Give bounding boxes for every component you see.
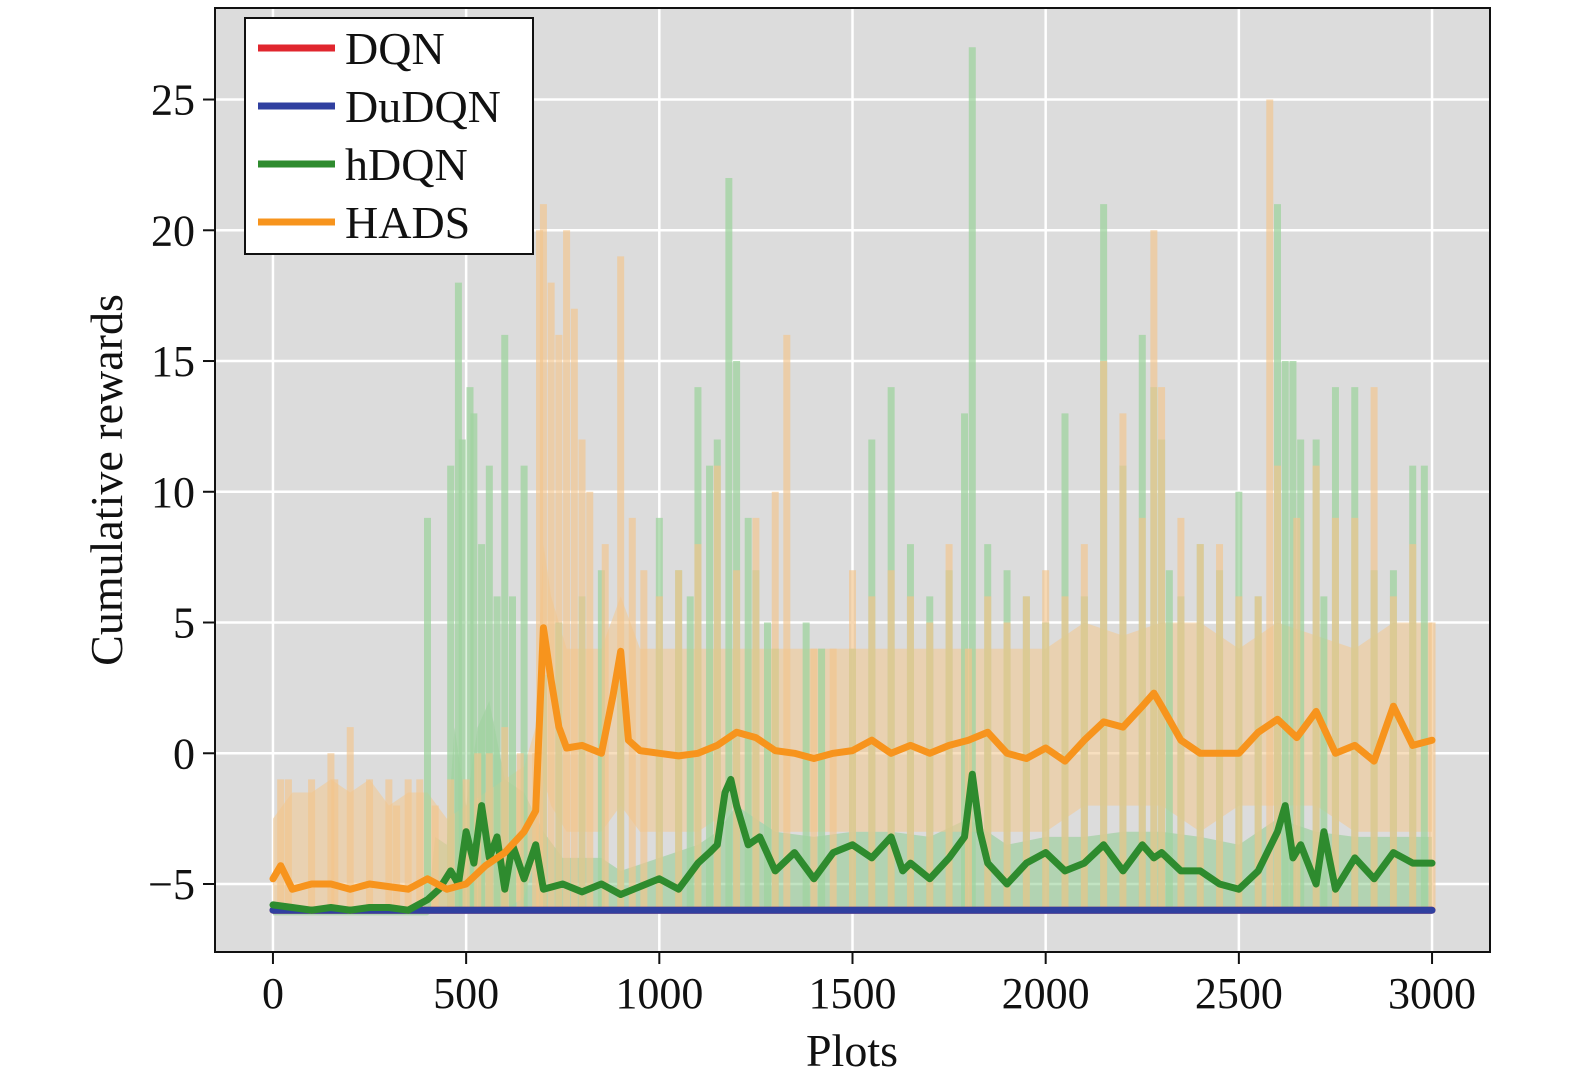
x-tick-label: 500 [433,969,499,1018]
y-tick-label: −5 [148,860,195,909]
y-tick-label: 15 [151,337,195,386]
x-tick-label: 1000 [615,969,703,1018]
line-layer [269,624,1436,914]
x-axis-title: Plots [806,1025,898,1076]
tick-layer: 0 500 1000 1500 2000 2500 3000 −5 0 5 10 15 20 25 [148,76,1476,1018]
x-tick-label: 1500 [809,969,897,1018]
legend-label-dqn: DQN [345,23,445,74]
x-tick-label: 2500 [1195,969,1283,1018]
y-tick-label: 0 [173,729,195,778]
y-tick-label: 10 [151,468,195,517]
legend-label-hads: HADS [345,197,470,248]
x-tick-label: 0 [262,969,284,1018]
y-tick-label: 5 [173,599,195,648]
y-axis-title: Cumulative rewards [81,294,132,666]
y-tick-label: 25 [151,76,195,125]
legend-box [244,17,534,255]
legend: DQN DuDQN hDQN HADS [244,17,534,255]
x-tick-label: 2000 [1002,969,1090,1018]
y-tick-label: 20 [151,206,195,255]
series-line-hads [269,624,1436,893]
x-tick-label: 3000 [1388,969,1476,1018]
legend-label-dudqn: DuDQN [345,81,501,132]
series-line-hdqn [269,770,1436,914]
legend-label-hdqn: hDQN [345,139,468,190]
